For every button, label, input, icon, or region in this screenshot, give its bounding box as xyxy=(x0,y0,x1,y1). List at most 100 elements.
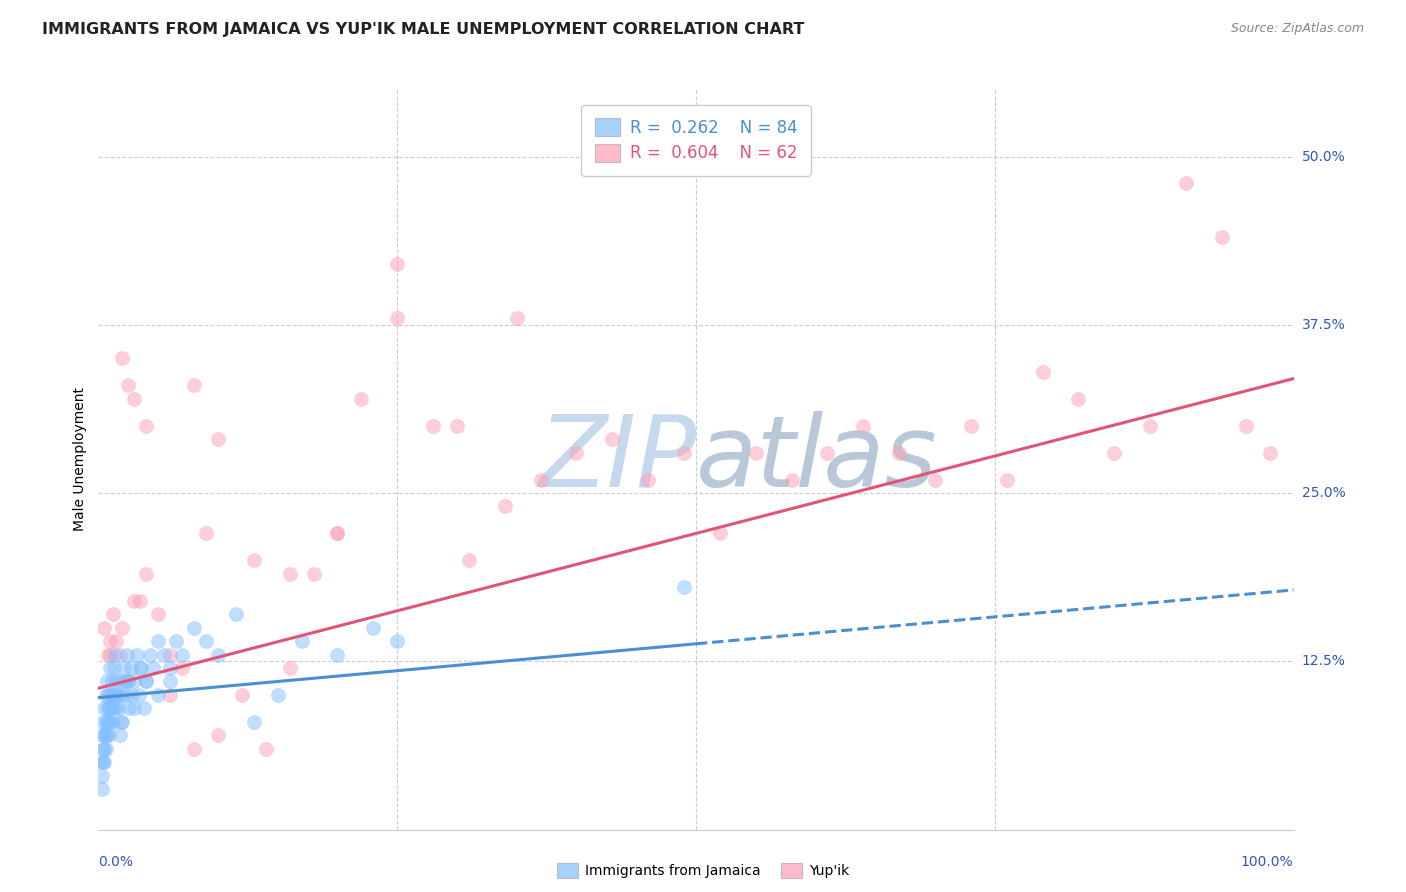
Point xyxy=(118,701,141,715)
Point xyxy=(1175,177,1198,191)
Point xyxy=(207,648,229,662)
Point xyxy=(117,674,139,689)
Point xyxy=(105,674,128,689)
Legend: Immigrants from Jamaica, Yup'ik: Immigrants from Jamaica, Yup'ik xyxy=(550,856,856,885)
Point xyxy=(98,661,122,675)
Point xyxy=(115,648,138,662)
Point xyxy=(100,701,122,715)
Point xyxy=(363,621,385,635)
Point xyxy=(159,648,181,662)
Point xyxy=(183,378,205,392)
Point xyxy=(506,311,529,326)
Point xyxy=(97,688,120,702)
Point xyxy=(267,688,290,702)
Point xyxy=(93,621,115,635)
Point xyxy=(1139,418,1161,433)
Point xyxy=(148,688,170,702)
Point xyxy=(183,741,205,756)
Point xyxy=(385,311,409,326)
Point xyxy=(135,566,157,581)
Point xyxy=(120,661,142,675)
Point xyxy=(101,688,124,702)
Point xyxy=(108,674,131,689)
Point xyxy=(108,648,131,662)
Point xyxy=(111,351,134,366)
Point xyxy=(422,418,444,433)
Point xyxy=(1067,392,1090,406)
Point xyxy=(98,701,122,715)
Point xyxy=(93,756,115,770)
Y-axis label: Male Unemployment: Male Unemployment xyxy=(73,387,87,532)
Point xyxy=(889,445,911,459)
Point xyxy=(121,688,143,702)
Point xyxy=(780,473,803,487)
Point xyxy=(1258,445,1281,459)
Point xyxy=(105,701,128,715)
Point xyxy=(195,526,218,541)
Point xyxy=(207,432,229,446)
Point xyxy=(350,392,373,406)
Point xyxy=(105,688,128,702)
Point xyxy=(602,432,624,446)
Point xyxy=(107,688,129,702)
Point xyxy=(96,701,118,715)
Point xyxy=(98,688,122,702)
Point xyxy=(139,648,162,662)
Point xyxy=(243,553,266,567)
Point xyxy=(98,648,122,662)
Point xyxy=(225,607,247,622)
Point xyxy=(115,688,138,702)
Text: IMMIGRANTS FROM JAMAICA VS YUP'IK MALE UNEMPLOYMENT CORRELATION CHART: IMMIGRANTS FROM JAMAICA VS YUP'IK MALE U… xyxy=(42,22,804,37)
Point xyxy=(112,661,135,675)
Point xyxy=(135,418,157,433)
Point xyxy=(172,648,194,662)
Point xyxy=(278,566,301,581)
Text: 50.0%: 50.0% xyxy=(1302,150,1346,163)
Point xyxy=(673,580,696,594)
Point xyxy=(117,674,139,689)
Point xyxy=(207,728,229,742)
Point xyxy=(1234,418,1257,433)
Text: 25.0%: 25.0% xyxy=(1302,486,1346,500)
Point xyxy=(852,418,875,433)
Point xyxy=(446,418,468,433)
Point xyxy=(94,714,117,729)
Point xyxy=(995,473,1018,487)
Point xyxy=(97,648,120,662)
Point xyxy=(97,714,120,729)
Point xyxy=(128,688,150,702)
Point xyxy=(90,756,112,770)
Point xyxy=(108,728,131,742)
Point xyxy=(101,714,124,729)
Point xyxy=(110,714,132,729)
Point xyxy=(159,674,181,689)
Point xyxy=(91,756,114,770)
Point xyxy=(385,257,409,271)
Point xyxy=(278,661,301,675)
Point xyxy=(94,728,117,742)
Point xyxy=(709,526,731,541)
Point xyxy=(815,445,838,459)
Point xyxy=(98,634,122,648)
Point xyxy=(98,728,121,742)
Point xyxy=(183,621,205,635)
Point xyxy=(135,674,157,689)
Point xyxy=(124,701,146,715)
Point xyxy=(93,741,115,756)
Point xyxy=(165,634,187,648)
Point xyxy=(1211,230,1233,244)
Point xyxy=(111,621,134,635)
Text: 100.0%: 100.0% xyxy=(1241,855,1294,869)
Point xyxy=(111,688,134,702)
Text: 0.0%: 0.0% xyxy=(98,855,134,869)
Point xyxy=(924,473,946,487)
Text: 12.5%: 12.5% xyxy=(1302,655,1346,668)
Point xyxy=(97,714,120,729)
Point xyxy=(148,634,170,648)
Point xyxy=(132,701,155,715)
Point xyxy=(530,473,553,487)
Point xyxy=(243,714,266,729)
Point xyxy=(153,648,176,662)
Legend: R =  0.262    N = 84, R =  0.604    N = 62: R = 0.262 N = 84, R = 0.604 N = 62 xyxy=(581,105,811,176)
Point xyxy=(131,661,153,675)
